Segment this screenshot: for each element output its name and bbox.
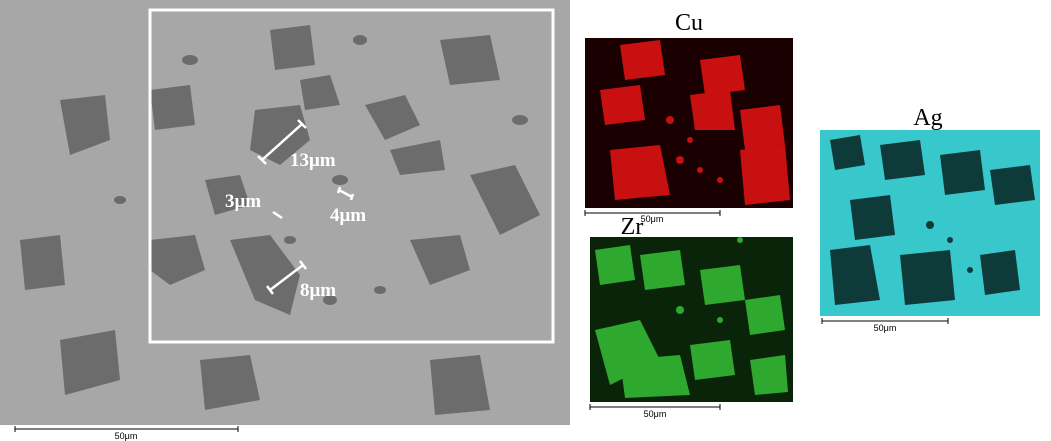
scale-label: 50μm — [644, 409, 667, 419]
scale-bar: 50μm — [585, 210, 720, 224]
size-label: 8μm — [300, 280, 336, 301]
scale-bar: 50μm — [15, 426, 238, 441]
figure: 13μm 3μm 4μm 8μm 50μm Cu 50μm Zr — [0, 0, 1051, 441]
scale-label: 50μm — [874, 323, 897, 333]
ag-map — [820, 130, 1040, 316]
scale-bar: 50μm — [590, 404, 720, 419]
cu-map — [585, 38, 793, 208]
size-label: 4μm — [330, 205, 366, 226]
scale-bar: 50μm — [822, 318, 948, 333]
size-label: 13μm — [290, 150, 336, 171]
map-title: Ag — [913, 105, 942, 131]
page: 13μm 3μm 4μm 8μm 50μm Cu 50μm Zr — [0, 0, 1051, 441]
map-title: Zr — [621, 214, 644, 240]
size-label: 3μm — [225, 191, 261, 212]
scale-label: 50μm — [641, 214, 664, 224]
map-title: Cu — [675, 10, 703, 36]
scale-label: 50μm — [115, 431, 138, 441]
zr-map — [590, 237, 793, 402]
sem-image: 13μm 3μm 4μm 8μm — [0, 0, 570, 425]
